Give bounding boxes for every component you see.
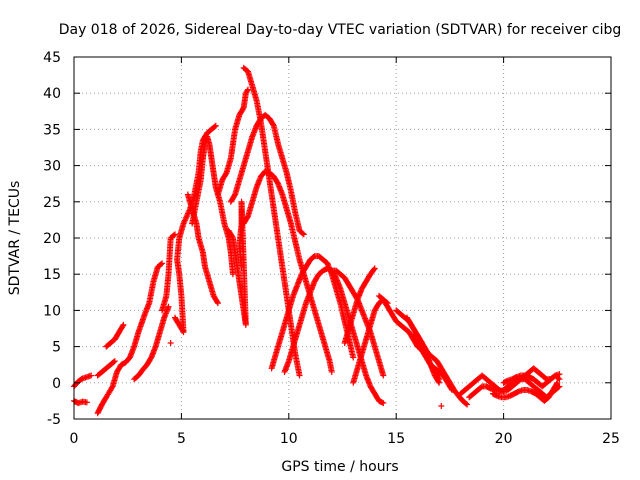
series-pass-14: [227, 111, 307, 238]
y-tick-label: 35: [43, 122, 61, 138]
data-point: [554, 379, 561, 386]
series-pass-13: [225, 198, 249, 328]
y-axis-label: SDTVAR / TECUs: [7, 181, 23, 296]
data-point: [111, 358, 118, 365]
series-pass-05: [103, 321, 127, 350]
series-pass-16: [240, 168, 335, 375]
data-point: [244, 86, 251, 93]
series-pass-03: [94, 260, 166, 417]
data-point: [438, 402, 445, 409]
data-point: [370, 266, 377, 273]
series-pass-09: [171, 122, 219, 336]
data-point: [380, 400, 387, 407]
data-point: [212, 122, 219, 129]
data-point: [171, 231, 178, 238]
data-point: [165, 303, 172, 310]
series-pass-07: [159, 231, 178, 314]
y-tick-label: 40: [43, 86, 61, 102]
data-point: [299, 230, 306, 237]
y-tick-label: 5: [52, 340, 61, 356]
data-point: [350, 354, 357, 361]
data-point: [244, 214, 251, 221]
data-point: [555, 375, 562, 382]
y-tick-label: 15: [43, 267, 61, 283]
series-pass-08: [167, 339, 174, 346]
data-point: [464, 401, 471, 408]
data-point: [120, 321, 127, 328]
data-point: [371, 265, 378, 272]
data-point: [157, 261, 164, 268]
series-pass-06: [131, 303, 172, 383]
data-point: [229, 233, 236, 240]
series-pass-20: [341, 265, 378, 346]
data-point: [328, 368, 335, 375]
axis-ticks: [73, 56, 612, 420]
y-tick-label: -5: [47, 412, 61, 428]
data-point: [239, 105, 246, 112]
y-tick-label: 20: [43, 231, 61, 247]
y-tick-label: 45: [43, 50, 61, 66]
grid-lines: [74, 57, 611, 419]
data-point: [231, 192, 238, 199]
data-point: [296, 372, 303, 379]
data-point: [214, 298, 221, 305]
data-point: [119, 323, 126, 330]
x-tick-label: 0: [70, 431, 79, 447]
x-tick-label: 25: [602, 431, 620, 447]
x-tick-labels: 0 5 10 15 20 25: [70, 431, 620, 447]
data-point: [211, 123, 218, 130]
data-point: [170, 232, 177, 239]
series-pass-30: [500, 372, 563, 390]
data-point: [88, 372, 95, 379]
x-tick-label: 10: [280, 431, 298, 447]
x-tick-label: 20: [495, 431, 513, 447]
data-point: [449, 387, 456, 394]
series-pass-26: [438, 402, 445, 409]
y-tick-label: 25: [43, 195, 61, 211]
x-tick-label: 5: [177, 431, 186, 447]
data-point: [229, 271, 236, 278]
data-point: [448, 385, 455, 392]
series-pass-25: [410, 332, 456, 394]
series-pass-04: [94, 358, 118, 379]
y-tick-label: 10: [43, 303, 61, 319]
series-pass-17: [268, 253, 357, 372]
data-point: [110, 358, 117, 365]
chart-title: Day 018 of 2026, Sidereal Day-to-day VTE…: [59, 22, 622, 38]
x-axis-label: GPS time / hours: [281, 459, 398, 475]
data-points: [71, 64, 563, 417]
data-point: [553, 381, 560, 388]
data-point: [556, 371, 563, 378]
series-pass-29: [489, 379, 561, 404]
data-point: [300, 231, 307, 238]
data-point: [380, 372, 387, 379]
data-point: [238, 263, 245, 270]
y-tick-label: 0: [52, 376, 61, 392]
data-point: [222, 171, 229, 178]
data-point: [435, 378, 442, 385]
data-point: [556, 376, 563, 383]
data-point: [214, 300, 221, 307]
series-pass-12: [214, 86, 251, 198]
x-tick-label: 15: [387, 431, 405, 447]
series-pass-11: [184, 191, 221, 307]
data-point: [270, 121, 277, 128]
data-point: [108, 384, 115, 391]
data-point: [244, 87, 251, 94]
data-point: [463, 400, 470, 407]
series-pass-01: [71, 397, 90, 407]
y-tick-label: 30: [43, 159, 61, 175]
data-point: [159, 260, 166, 267]
data-point: [436, 379, 443, 386]
series-pass-21: [350, 296, 391, 386]
data-point: [83, 399, 90, 406]
y-tick-labels: -5 0 5 10 15 20 25 30 35 40 45: [43, 50, 61, 428]
data-point: [167, 339, 174, 346]
series-pass-19: [328, 267, 387, 379]
